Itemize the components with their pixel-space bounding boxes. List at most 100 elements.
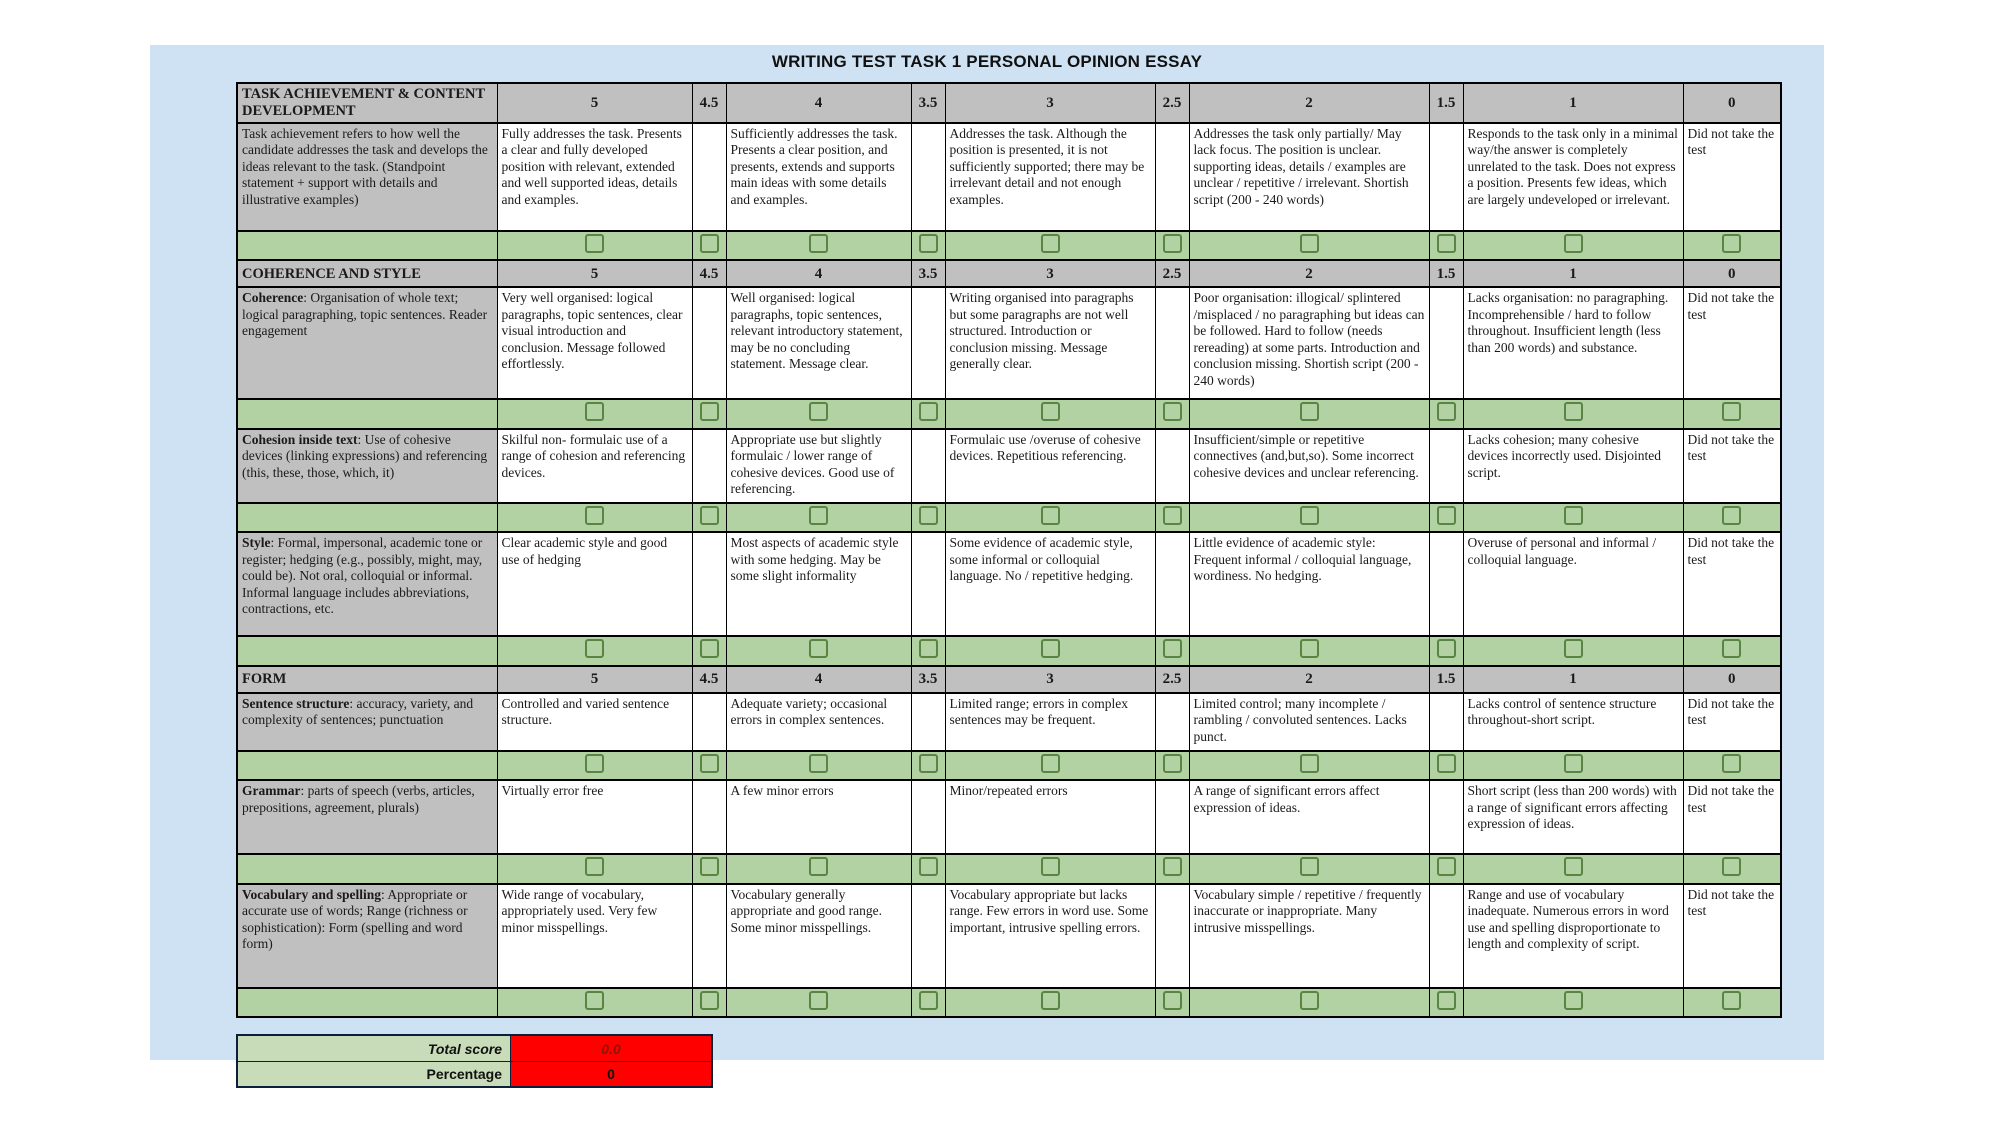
score-checkbox[interactable] [585,639,604,659]
score-checkbox[interactable] [585,505,604,525]
checkbox-cell [1462,229,1684,262]
descriptor-cell: Lacks cohesion; many cohesive devices in… [1462,428,1684,504]
checkbox-cell [1682,501,1782,534]
score-checkbox[interactable] [809,990,828,1010]
checkbox-cell [1188,229,1430,262]
score-header-5: 5 [496,664,693,694]
score-checkbox[interactable] [585,402,604,422]
score-header-3: 3 [944,259,1156,289]
score-checkbox[interactable] [1563,857,1583,877]
score-checkbox[interactable] [1563,639,1583,659]
score-checkbox[interactable] [918,857,938,877]
empty-half-cell [910,883,946,989]
score-checkbox[interactable] [1040,857,1060,877]
score-checkbox[interactable] [1162,639,1182,659]
score-checkbox[interactable] [1563,505,1583,525]
score-checkbox[interactable] [1299,402,1319,422]
score-checkbox[interactable] [1299,234,1319,253]
score-checkbox[interactable] [918,234,938,253]
score-checkbox[interactable] [918,402,938,422]
score-checkbox[interactable] [699,990,719,1010]
score-checkbox[interactable] [1299,505,1319,525]
score-checkbox[interactable] [1162,402,1182,422]
score-checkbox[interactable] [1040,505,1060,525]
score-checkbox[interactable] [1722,990,1742,1010]
score-checkbox[interactable] [585,857,604,877]
score-header-1-5: 1.5 [1428,259,1464,289]
score-checkbox[interactable] [809,857,828,877]
score-checkbox[interactable] [1299,990,1319,1010]
checkbox-cell [1428,749,1464,782]
score-checkbox[interactable] [585,753,604,773]
rubric-table: TASK ACHIEVEMENT & CONTENT DEVELOPMENT 5… [236,82,1782,1019]
score-checkbox[interactable] [918,639,938,659]
score-checkbox[interactable] [1299,639,1319,659]
score-checkbox[interactable] [918,753,938,773]
score-header-3: 3 [944,82,1156,124]
checkbox-cell [1682,986,1782,1019]
score-checkbox[interactable] [1563,990,1583,1010]
score-checkbox[interactable] [1162,234,1182,253]
checkbox-cell [1682,749,1782,782]
checkbox-cell [725,986,912,1019]
descriptor-cell: Did not take the test [1682,779,1782,855]
score-checkbox[interactable] [1722,753,1742,773]
score-checkbox[interactable] [1436,857,1456,877]
score-checkbox[interactable] [809,639,828,659]
score-checkbox[interactable] [1722,402,1742,422]
checkbox-cell [1188,853,1430,885]
score-checkbox[interactable] [1299,857,1319,877]
score-checkbox[interactable] [1436,753,1456,773]
score-checkbox[interactable] [1162,990,1182,1010]
checkbox-cell [725,229,912,262]
score-checkbox[interactable] [699,639,719,659]
score-checkbox[interactable] [1722,234,1742,253]
score-checkbox[interactable] [1162,753,1182,773]
descriptor-cell: Did not take the test [1682,286,1782,400]
score-checkbox[interactable] [1162,505,1182,525]
score-checkbox[interactable] [1436,402,1456,422]
score-checkbox[interactable] [1040,234,1060,253]
checkbox-cell [1428,398,1464,430]
checkbox-cell [1188,635,1430,667]
score-checkbox[interactable] [1722,639,1742,659]
score-checkbox[interactable] [1436,990,1456,1010]
score-checkbox[interactable] [918,990,938,1010]
score-checkbox[interactable] [1722,857,1742,877]
score-checkbox[interactable] [809,234,828,253]
score-checkbox[interactable] [1040,753,1060,773]
score-checkbox[interactable] [1436,234,1456,253]
score-checkbox[interactable] [1162,857,1182,877]
score-checkbox[interactable] [585,990,604,1010]
descriptor-cell: A range of significant errors affect exp… [1188,779,1430,855]
score-checkbox[interactable] [1436,505,1456,525]
score-checkbox[interactable] [1563,753,1583,773]
score-checkbox[interactable] [699,505,719,525]
score-checkbox[interactable] [585,234,604,253]
score-checkbox[interactable] [1040,990,1060,1010]
score-checkbox[interactable] [699,402,719,422]
score-checkbox[interactable] [1040,402,1060,422]
score-checkbox[interactable] [1563,402,1583,422]
empty-half-cell [1154,692,1190,752]
score-checkbox[interactable] [699,753,719,773]
score-checkbox[interactable] [1722,505,1742,525]
score-checkbox[interactable] [809,505,828,525]
score-checkbox[interactable] [699,857,719,877]
score-checkbox[interactable] [1436,639,1456,659]
descriptor-cell: A few minor errors [725,779,912,855]
score-checkbox[interactable] [699,234,719,253]
score-header-3: 3 [944,664,1156,694]
score-checkbox[interactable] [809,753,828,773]
descriptor-cell: Vocabulary simple / repetitive / frequen… [1188,883,1430,989]
score-checkbox[interactable] [809,402,828,422]
checkbox-row-label-cell [236,398,498,430]
table-row: Task achievement refers to how well the … [236,122,1782,232]
score-checkbox[interactable] [918,505,938,525]
empty-half-cell [910,692,946,752]
empty-half-cell [1428,692,1464,752]
score-checkbox[interactable] [1040,639,1060,659]
score-checkbox[interactable] [1299,753,1319,773]
score-checkbox[interactable] [1563,234,1583,253]
checkbox-cell [691,635,727,667]
